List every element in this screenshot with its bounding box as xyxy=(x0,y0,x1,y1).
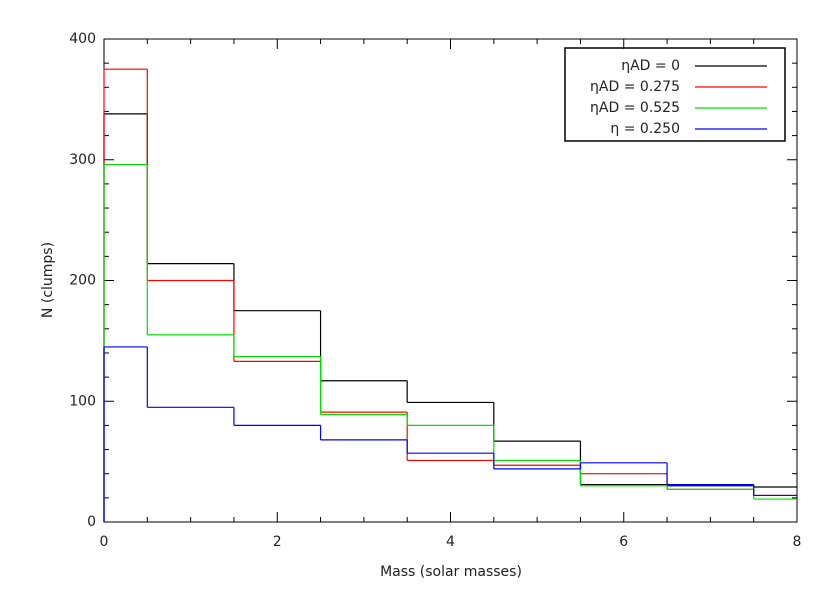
legend-label: ηAD = 0 xyxy=(621,58,680,74)
x-tick-label: 4 xyxy=(446,534,455,550)
legend-label: ηAD = 0.525 xyxy=(590,100,680,116)
y-tick-label: 100 xyxy=(69,393,96,409)
x-tick-label: 6 xyxy=(619,534,628,550)
legend-label: ηAD = 0.275 xyxy=(590,79,680,95)
x-tick-label: 2 xyxy=(273,534,282,550)
x-axis-label: Mass (solar masses) xyxy=(380,564,522,580)
y-tick-label: 300 xyxy=(69,152,96,168)
x-tick-label: 0 xyxy=(100,534,109,550)
y-tick-label: 0 xyxy=(87,514,96,530)
y-axis-label: N (clumps) xyxy=(40,242,56,318)
x-tick-label: 8 xyxy=(793,534,802,550)
legend-label: η = 0.250 xyxy=(610,121,680,137)
legend-box xyxy=(564,47,786,142)
y-tick-label: 200 xyxy=(69,273,96,289)
y-tick-label: 400 xyxy=(69,31,96,47)
